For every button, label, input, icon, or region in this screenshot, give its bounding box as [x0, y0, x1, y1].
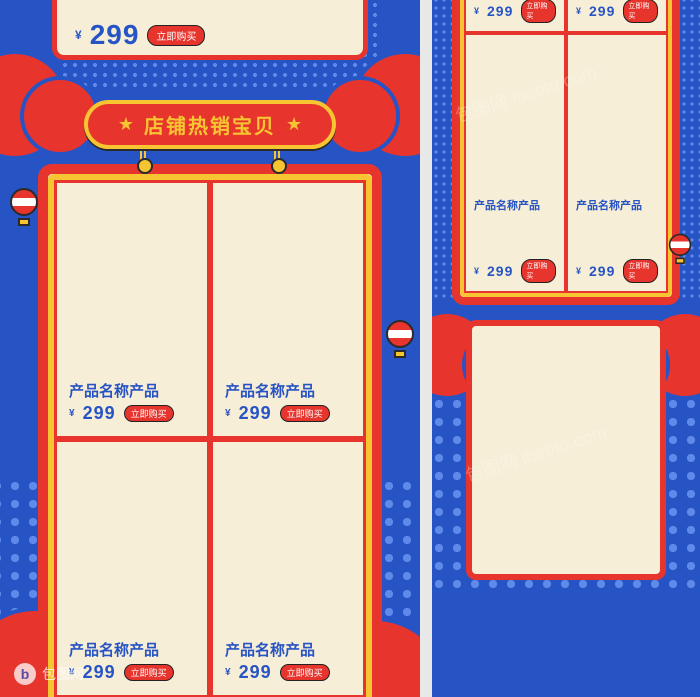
price-row: ¥ 299 立即购买 [225, 662, 351, 683]
currency-symbol: ¥ [576, 266, 581, 276]
price-value: 299 [487, 3, 513, 19]
product-card[interactable]: 产品名称产品 ¥ 299 立即购买 [566, 0, 668, 33]
currency-symbol: ¥ [75, 28, 82, 42]
product-name: 产品名称产品 [225, 639, 351, 660]
buy-button[interactable]: 立即购买 [280, 405, 330, 422]
buy-button[interactable]: 立即购买 [124, 405, 174, 422]
price-row: ¥ 299 立即购买 [69, 403, 195, 424]
section-title: 店铺热销宝贝 [144, 110, 276, 139]
right-panel: 产品名称产品 ¥ 299 立即购买 产品名称产品 ¥ 299 立即购买 产品名称… [432, 0, 700, 697]
product-card[interactable]: 产品名称产品 ¥ 299 立即购买 [210, 439, 366, 697]
price-row: ¥ 299 立即购买 [474, 259, 556, 283]
price-value: 299 [487, 263, 513, 279]
price-value: 299 [239, 403, 272, 424]
price-value: 299 [90, 19, 140, 51]
buy-button[interactable]: 立即购买 [623, 0, 658, 23]
star-icon: ★ [286, 114, 302, 135]
price-value: 299 [83, 403, 116, 424]
product-grid-frame: 产品名称产品 ¥ 299 立即购买 产品名称产品 ¥ 299 立即购买 产品名称… [38, 164, 382, 697]
price-row: ¥ 299 立即购买 [75, 19, 345, 51]
left-panel: ¥ 299 立即购买 ★ 店铺热销宝贝 ★ 产品名称产品 ¥ 299 立即购买 [0, 0, 420, 697]
watermark-logo-icon: b [14, 663, 36, 685]
currency-symbol: ¥ [69, 408, 75, 419]
watermark-logo-text: 包图网 [42, 664, 84, 684]
price-row: ¥ 299 立即购买 [576, 0, 658, 23]
section-badge: ★ 店铺热销宝贝 ★ [84, 100, 336, 149]
price-row: ¥ 299 立即购买 [474, 0, 556, 23]
product-name: 产品名称产品 [69, 639, 195, 660]
price-row: ¥ 299 立即购买 [576, 259, 658, 283]
product-name: 产品名称产品 [69, 380, 195, 401]
watermark-logo: b 包图网 [14, 663, 84, 685]
buy-button[interactable]: 立即购买 [280, 664, 330, 681]
star-icon: ★ [118, 114, 134, 135]
buy-button[interactable]: 立即购买 [623, 259, 658, 283]
buy-button[interactable]: 立即购买 [521, 259, 556, 283]
product-card[interactable]: 产品名称产品 ¥ 299 立即购买 [54, 439, 210, 697]
balloon-icon [10, 188, 38, 224]
buy-button[interactable]: 立即购买 [147, 25, 205, 46]
section-header: ★ 店铺热销宝贝 ★ [0, 100, 420, 149]
product-grid-small: 产品名称产品 ¥ 299 立即购买 产品名称产品 ¥ 299 立即购买 产品名称… [464, 0, 668, 293]
product-card[interactable]: 产品名称产品 ¥ 299 立即购买 [464, 0, 566, 33]
price-row: ¥ 299 立即购买 [69, 662, 195, 683]
product-card[interactable]: 产品名称产品 ¥ 299 立即购买 [566, 33, 668, 294]
product-grid: 产品名称产品 ¥ 299 立即购买 产品名称产品 ¥ 299 立即购买 产品名称… [54, 180, 366, 697]
price-row: ¥ 299 立即购买 [225, 403, 351, 424]
price-value: 299 [589, 3, 615, 19]
currency-symbol: ¥ [225, 408, 231, 419]
product-grid-frame-small: 产品名称产品 ¥ 299 立即购买 产品名称产品 ¥ 299 立即购买 产品名称… [452, 0, 680, 305]
balloon-icon [669, 234, 691, 263]
featured-card-partial[interactable] [466, 320, 666, 580]
product-name: 产品名称产品 [576, 197, 658, 213]
price-value: 299 [83, 662, 116, 683]
currency-symbol: ¥ [576, 6, 581, 16]
currency-symbol: ¥ [474, 6, 479, 16]
buy-button[interactable]: 立即购买 [124, 664, 174, 681]
currency-symbol: ¥ [474, 266, 479, 276]
product-card[interactable]: 产品名称产品 ¥ 299 立即购买 [54, 180, 210, 439]
product-card[interactable]: 产品名称产品 ¥ 299 立即购买 [210, 180, 366, 439]
product-card[interactable]: 产品名称产品 ¥ 299 立即购买 [464, 33, 566, 294]
featured-product-card[interactable]: ¥ 299 立即购买 [52, 0, 368, 60]
balloon-icon [386, 320, 414, 356]
buy-button[interactable]: 立即购买 [521, 0, 556, 23]
product-name: 产品名称产品 [225, 380, 351, 401]
currency-symbol: ¥ [225, 667, 231, 678]
price-value: 299 [239, 662, 272, 683]
price-value: 299 [589, 263, 615, 279]
product-name: 产品名称产品 [474, 197, 556, 213]
